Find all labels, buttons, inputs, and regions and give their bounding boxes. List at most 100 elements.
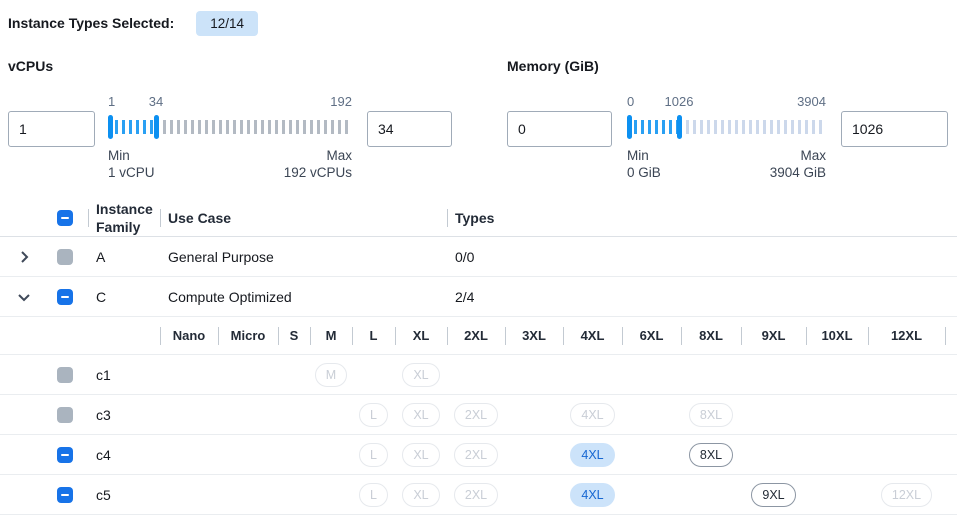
memory-max-caption: 3904 GiB [769, 165, 826, 180]
vcpus-slider-handle-min[interactable] [108, 115, 113, 139]
family-a-types-count: 0/0 [455, 248, 475, 265]
indeterminate-dash-icon [61, 295, 69, 298]
memory-slider-track[interactable] [627, 114, 826, 140]
size-header-9xl: 9XL [741, 317, 806, 354]
c5-size-badge-2xl: 2XL [453, 482, 499, 507]
c5-size-badge-12xl: 12XL [880, 482, 933, 507]
memory-ticks-active [627, 120, 679, 134]
family-c-use-case: Compute Optimized [168, 288, 292, 305]
vcpus-min-label: Min [108, 148, 130, 163]
indeterminate-dash-icon [61, 217, 69, 219]
selected-count-label: Instance Types Selected: [8, 15, 175, 31]
size-header-6xl: 6XL [622, 317, 681, 354]
size-header-3xl: 3XL [505, 317, 563, 354]
size-header-trailing-divider [945, 317, 957, 354]
size-header-xl: XL [395, 317, 447, 354]
c3-size-badge-4xl: 4XL [570, 402, 615, 427]
c4-size-badge-l: L [359, 442, 388, 467]
memory-minmax: Min 0 GiB Max 3904 GiB [627, 147, 826, 181]
expand-chevron-right-icon[interactable] [16, 249, 32, 265]
vcpus-min-caption: 1 vCPU [108, 165, 155, 180]
vcpus-max-input[interactable] [367, 111, 452, 147]
vcpus-scale-max: 192 [330, 94, 352, 109]
size-header-8xl: 8XL [681, 317, 741, 354]
column-header-use-case: Use Case [160, 200, 447, 236]
c4-name: c4 [96, 446, 111, 463]
memory-scale-min: 0 [627, 94, 635, 109]
vcpus-ticks-active [108, 120, 156, 134]
vcpus-slider: 1 34 192 Min 1 vCPU [108, 94, 352, 181]
memory-min-input[interactable] [507, 111, 612, 147]
family-c-checkbox[interactable] [57, 288, 73, 305]
c3-size-badge-xl: XL [402, 402, 440, 427]
vcpus-filter: vCPUs 1 34 192 [8, 58, 460, 181]
size-header-l: L [352, 317, 395, 354]
size-header-micro: Micro [218, 317, 278, 354]
vcpus-slider-handle-max[interactable] [154, 115, 159, 139]
instance-family-table: Instance Family Use Case Types A General… [0, 200, 957, 515]
c5-size-badge-l: L [359, 482, 388, 507]
c5-checkbox[interactable] [57, 486, 73, 503]
memory-max-label: Max [800, 148, 826, 163]
memory-ticks-inactive [679, 120, 826, 134]
size-header-m: M [310, 317, 352, 354]
c5-size-badge-9xl[interactable]: 9XL [751, 482, 796, 507]
family-a-use-case: General Purpose [168, 248, 274, 265]
c3-size-badge-8xl: 8XL [688, 402, 734, 427]
c4-checkbox[interactable] [57, 446, 73, 463]
c1-size-badge-xl: XL [402, 362, 440, 387]
c5-size-badge-xl: XL [402, 482, 440, 507]
c3-size-badge-l: L [359, 402, 388, 427]
collapse-chevron-down-icon[interactable] [16, 289, 32, 305]
family-c-types-count: 2/4 [455, 288, 475, 305]
memory-slider-handle-min[interactable] [627, 115, 632, 139]
family-a-checkbox [57, 248, 73, 265]
vcpus-slider-track[interactable] [108, 114, 352, 140]
memory-scale-max: 3904 [797, 94, 826, 109]
selection-summary: Instance Types Selected: 12/14 [8, 8, 957, 38]
vcpus-scale-labels: 1 34 192 [108, 94, 352, 112]
instance-row-c1: c1 M XL [0, 355, 957, 395]
memory-min-caption: 0 GiB [627, 165, 661, 180]
vcpus-scale-min: 1 [108, 94, 116, 109]
table-header-row: Instance Family Use Case Types [0, 200, 957, 237]
c5-name: c5 [96, 486, 111, 503]
c1-size-badge-m: M [314, 362, 348, 387]
vcpus-ticks-inactive [156, 120, 352, 134]
vcpus-minmax: Min 1 vCPU Max 192 vCPUs [108, 147, 352, 181]
instance-row-c5: c5 L XL 2XL 4XL 9XL 12XL [0, 475, 957, 515]
memory-max-input[interactable] [841, 111, 948, 147]
c4-size-badge-xl: XL [402, 442, 440, 467]
c3-checkbox [57, 406, 73, 423]
family-row-a: A General Purpose 0/0 [0, 237, 957, 277]
indeterminate-dash-icon [61, 453, 69, 456]
memory-min-label: Min [627, 148, 649, 163]
vcpus-scale-mid: 34 [148, 94, 164, 109]
filters-section: vCPUs 1 34 192 [8, 58, 957, 182]
memory-slider: 0 1026 3904 Min 0 GiB [627, 94, 826, 181]
select-all-checkbox[interactable] [57, 210, 73, 226]
column-header-types: Types [447, 200, 957, 236]
memory-title: Memory (GiB) [507, 58, 599, 74]
selected-count-badge: 12/14 [196, 10, 259, 36]
indeterminate-dash-icon [61, 493, 69, 496]
c5-size-badge-4xl-selected[interactable]: 4XL [570, 482, 615, 507]
memory-scale-labels: 0 1026 3904 [627, 94, 826, 112]
size-columns-header-row: Nano Micro S M L XL 2XL 3XL 4XL 6XL 8XL … [0, 317, 957, 355]
memory-slider-handle-max[interactable] [677, 115, 682, 139]
instance-row-c3: c3 L XL 2XL 4XL 8XL [0, 395, 957, 435]
family-c-name: C [96, 288, 107, 305]
column-header-instance-family: Instance Family [88, 200, 160, 236]
vcpus-max-label: Max [326, 148, 352, 163]
size-header-4xl: 4XL [563, 317, 622, 354]
size-header-12xl: 12XL [868, 317, 945, 354]
vcpus-title: vCPUs [8, 58, 54, 74]
size-header-2xl: 2XL [447, 317, 505, 354]
c4-size-badge-4xl-selected[interactable]: 4XL [570, 442, 615, 467]
vcpus-min-input[interactable] [8, 111, 95, 147]
size-header-s: S [278, 317, 310, 354]
c1-checkbox [57, 366, 73, 383]
c4-size-badge-8xl[interactable]: 8XL [688, 442, 734, 467]
c1-name: c1 [96, 366, 111, 383]
size-header-10xl: 10XL [806, 317, 868, 354]
